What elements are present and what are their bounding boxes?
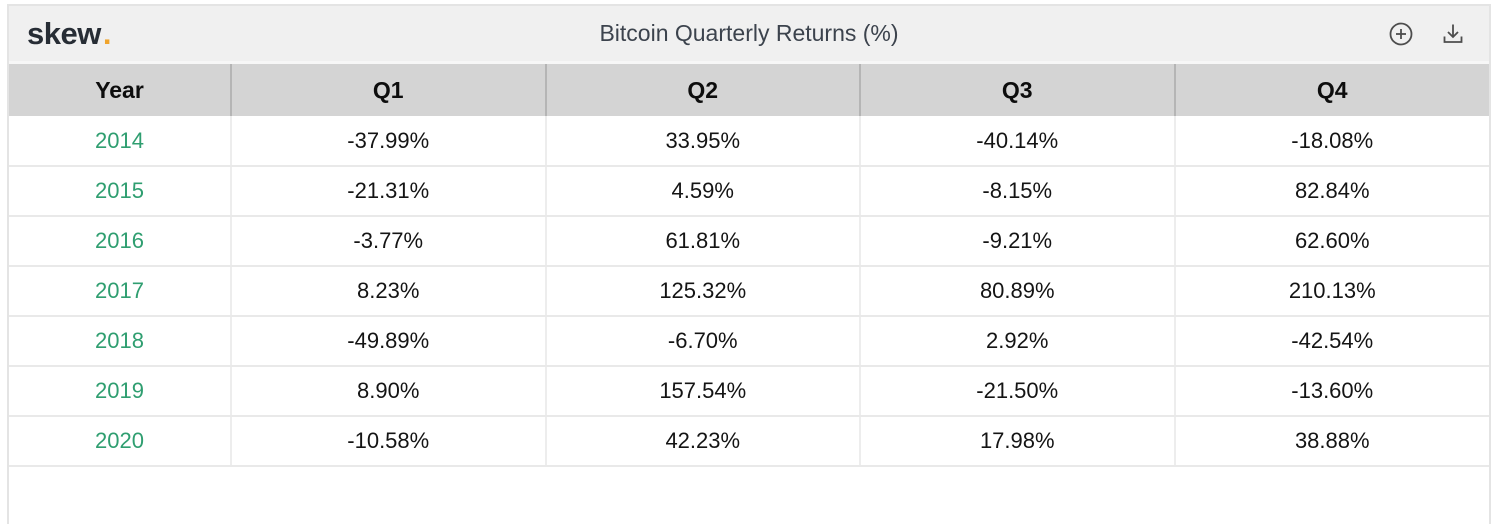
year-cell[interactable]: 2020 xyxy=(9,416,231,467)
year-cell[interactable]: 2015 xyxy=(9,166,231,217)
return-cell: -40.14% xyxy=(859,116,1175,167)
column-header-q1: Q1 xyxy=(230,64,546,116)
return-cell: 210.13% xyxy=(1173,266,1489,317)
return-cell: 125.32% xyxy=(544,266,860,317)
column-header-year: Year xyxy=(9,64,231,116)
year-cell[interactable]: 2018 xyxy=(9,316,231,367)
return-cell: 2.92% xyxy=(859,316,1175,367)
table-row: 2016 -3.77% 61.81% -9.21% 62.60% xyxy=(9,216,1489,267)
return-cell: -9.21% xyxy=(859,216,1175,267)
return-cell: -6.70% xyxy=(544,316,860,367)
column-header-q4: Q4 xyxy=(1173,64,1489,116)
column-header-q3: Q3 xyxy=(859,64,1175,116)
table-row: 2019 8.90% 157.54% -21.50% -13.60% xyxy=(9,366,1489,417)
return-cell: 61.81% xyxy=(544,216,860,267)
return-cell: -21.50% xyxy=(859,366,1175,417)
return-cell: 8.23% xyxy=(230,266,546,317)
chart-widget: skew. Bitcoin Quarterly Returns (%) xyxy=(7,4,1491,524)
chart-toolbar: skew. Bitcoin Quarterly Returns (%) xyxy=(9,6,1489,64)
table-row: 2020 -10.58% 42.23% 17.98% 38.88% xyxy=(9,416,1489,467)
return-cell: 157.54% xyxy=(544,366,860,417)
year-cell[interactable]: 2017 xyxy=(9,266,231,317)
return-cell: -42.54% xyxy=(1173,316,1489,367)
table-row: 2018 -49.89% -6.70% 2.92% -42.54% xyxy=(9,316,1489,367)
return-cell: -37.99% xyxy=(230,116,546,167)
return-cell: -8.15% xyxy=(859,166,1175,217)
return-cell: 17.98% xyxy=(859,416,1175,467)
return-cell: -18.08% xyxy=(1173,116,1489,167)
table-header-row: Year Q1 Q2 Q3 Q4 xyxy=(9,64,1489,116)
return-cell: -49.89% xyxy=(230,316,546,367)
return-cell: 4.59% xyxy=(544,166,860,217)
return-cell: 62.60% xyxy=(1173,216,1489,267)
zoom-in-icon[interactable] xyxy=(1387,20,1415,48)
year-cell[interactable]: 2019 xyxy=(9,366,231,417)
year-cell[interactable]: 2014 xyxy=(9,116,231,167)
return-cell: -13.60% xyxy=(1173,366,1489,417)
return-cell: 80.89% xyxy=(859,266,1175,317)
return-cell: -3.77% xyxy=(230,216,546,267)
return-cell: 82.84% xyxy=(1173,166,1489,217)
returns-table: Year Q1 Q2 Q3 Q4 2014 -37.99% 33.95% -40… xyxy=(9,64,1489,467)
skew-logo: skew. xyxy=(27,16,111,52)
year-cell[interactable]: 2016 xyxy=(9,216,231,267)
return-cell: 8.90% xyxy=(230,366,546,417)
chart-title: Bitcoin Quarterly Returns (%) xyxy=(599,20,899,46)
table-row: 2014 -37.99% 33.95% -40.14% -18.08% xyxy=(9,116,1489,167)
return-cell: -21.31% xyxy=(230,166,546,217)
toolbar-icons xyxy=(1387,20,1467,48)
table-row: 2015 -21.31% 4.59% -8.15% 82.84% xyxy=(9,166,1489,217)
table-row: 2017 8.23% 125.32% 80.89% 210.13% xyxy=(9,266,1489,317)
return-cell: 38.88% xyxy=(1173,416,1489,467)
skew-logo-dot: . xyxy=(102,15,112,51)
column-header-q2: Q2 xyxy=(544,64,860,116)
return-cell: 42.23% xyxy=(544,416,860,467)
return-cell: 33.95% xyxy=(544,116,860,167)
return-cell: -10.58% xyxy=(230,416,546,467)
skew-logo-text: skew xyxy=(27,15,101,51)
download-icon[interactable] xyxy=(1439,20,1467,48)
